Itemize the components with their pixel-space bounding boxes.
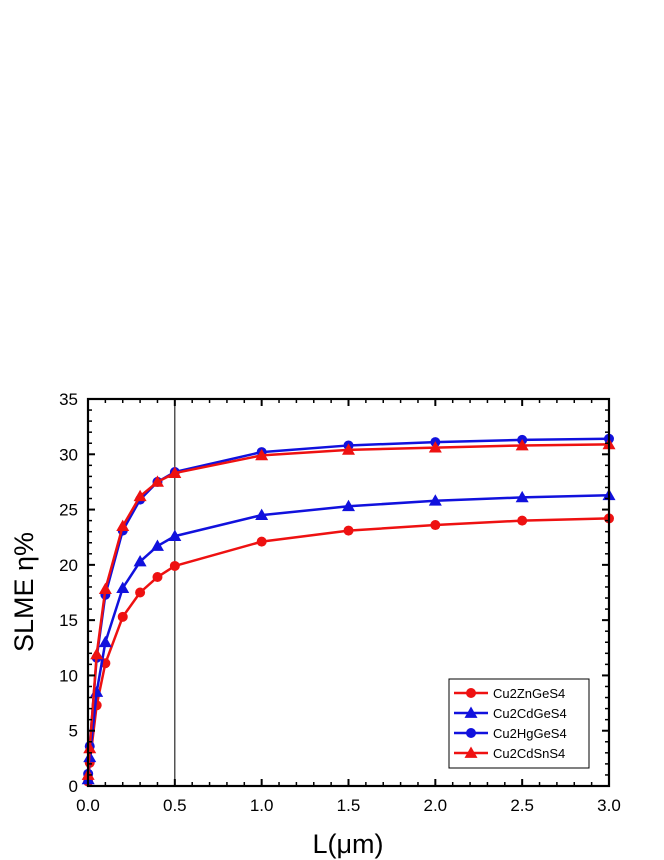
data-point	[98, 582, 112, 595]
x-tick-label: 0.0	[76, 796, 100, 815]
legend-label: Cu2HgGeS4	[493, 726, 567, 741]
legend-label: Cu2CdGeS4	[493, 706, 567, 721]
y-axis-title: SLME η%	[9, 532, 39, 652]
legend-marker	[464, 706, 478, 718]
legend-marker	[466, 728, 476, 738]
series-Cu2ZnGeS4	[83, 513, 614, 787]
data-point	[133, 555, 147, 567]
y-tick-label: 20	[59, 556, 78, 575]
data-point	[150, 539, 164, 551]
y-tick-label: 25	[59, 501, 78, 520]
data-point	[116, 519, 130, 532]
x-tick-label: 1.0	[250, 796, 274, 815]
series-Cu2CdSnS4	[81, 437, 616, 780]
legend-marker	[466, 688, 476, 698]
x-axis-title: L(μm)	[312, 829, 383, 859]
y-tick-label: 10	[59, 666, 78, 685]
data-point	[342, 499, 355, 512]
y-tick-label: 5	[69, 722, 78, 741]
data-point	[343, 525, 354, 536]
y-tick-label: 35	[59, 390, 78, 409]
data-point	[428, 494, 442, 506]
data-point	[430, 520, 441, 531]
legend: Cu2ZnGeS4 Cu2CdGeS4 Cu2HgGeS4 Cu2CdSnS4	[448, 678, 590, 769]
legend-item: Cu2ZnGeS4	[454, 686, 565, 701]
y-tick-label: 0	[69, 777, 78, 796]
y-tick-label: 30	[59, 445, 78, 464]
data-point	[150, 475, 164, 487]
legend-item: Cu2HgGeS4	[454, 726, 567, 741]
x-tick-label: 2.5	[510, 796, 534, 815]
y-tick-label: 15	[59, 611, 78, 630]
data-point	[169, 560, 180, 571]
data-point	[255, 448, 269, 461]
x-tick-label: 3.0	[597, 796, 621, 815]
data-point	[90, 647, 104, 660]
data-point	[515, 490, 529, 503]
x-tick-label: 2.0	[424, 796, 448, 815]
data-point	[428, 441, 442, 453]
data-point	[517, 515, 528, 526]
data-point	[133, 489, 147, 502]
x-tick-label: 0.5	[163, 796, 187, 815]
legend-marker	[464, 746, 478, 758]
data-point	[255, 508, 269, 520]
legend-label: Cu2ZnGeS4	[493, 686, 565, 701]
legend-label: Cu2CdSnS4	[493, 746, 565, 761]
data-point	[152, 572, 163, 583]
data-point	[515, 438, 529, 451]
series-Cu2CdGeS4	[81, 488, 616, 785]
data-point	[98, 635, 112, 648]
data-point	[168, 466, 182, 478]
data-point	[116, 581, 130, 593]
x-tick-label: 1.5	[337, 796, 361, 815]
data-point	[135, 587, 146, 598]
axes: 0.0 0.5 1.0 1.5 2.0 2.5 3.0 0 5 10 15 20 25 30 35	[59, 390, 621, 815]
data-point	[256, 536, 267, 547]
legend-item: Cu2CdGeS4	[454, 706, 567, 721]
data-point	[342, 443, 355, 455]
data-point	[117, 611, 128, 622]
legend-item: Cu2CdSnS4	[454, 746, 565, 761]
data-point	[168, 529, 182, 541]
data-point	[83, 741, 97, 754]
